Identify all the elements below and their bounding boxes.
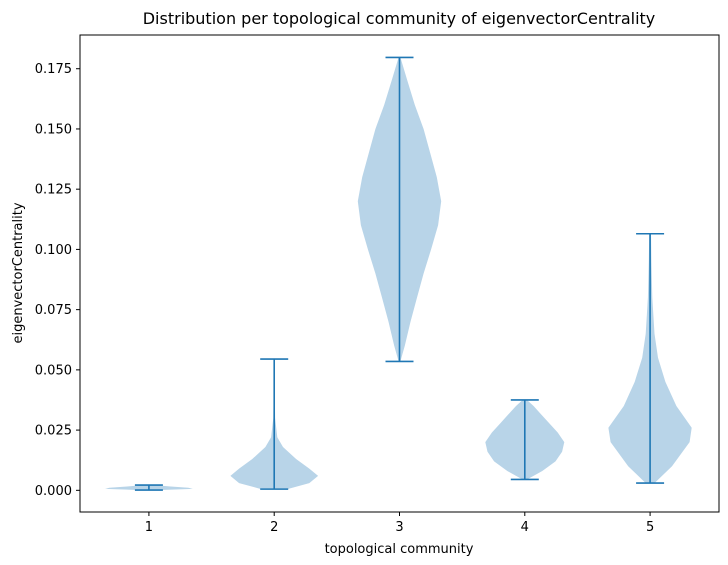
x-axis: 1 2 3 4 5: [145, 512, 654, 535]
violin-3: [357, 56, 442, 363]
x-tick-label: 1: [145, 520, 153, 535]
y-tick-label: 0.000: [35, 484, 72, 499]
y-axis: 0.000 0.025 0.050 0.075 0.100 0.125 0.150 0.175: [35, 62, 80, 499]
y-tick-label: 0.150: [35, 122, 72, 137]
x-tick-label: 2: [270, 520, 278, 535]
violin-1: [105, 484, 193, 491]
plot-area: [105, 56, 692, 491]
violin-5: [608, 232, 692, 484]
x-tick-label: 5: [646, 520, 654, 535]
y-tick-label: 0.125: [35, 183, 72, 198]
y-tick-label: 0.025: [35, 424, 72, 439]
y-axis-label: eigenvectorCentrality: [11, 202, 26, 343]
violin-4: [485, 399, 565, 481]
x-tick-label: 4: [521, 520, 529, 535]
y-tick-label: 0.075: [35, 303, 72, 318]
y-tick-label: 0.050: [35, 363, 72, 378]
violin-2: [230, 358, 319, 490]
chart-title: Distribution per topological community o…: [143, 9, 656, 28]
y-tick-label: 0.175: [35, 62, 72, 77]
x-axis-label: topological community: [325, 542, 474, 557]
x-tick-label: 3: [395, 520, 403, 535]
y-tick-label: 0.100: [35, 243, 72, 258]
